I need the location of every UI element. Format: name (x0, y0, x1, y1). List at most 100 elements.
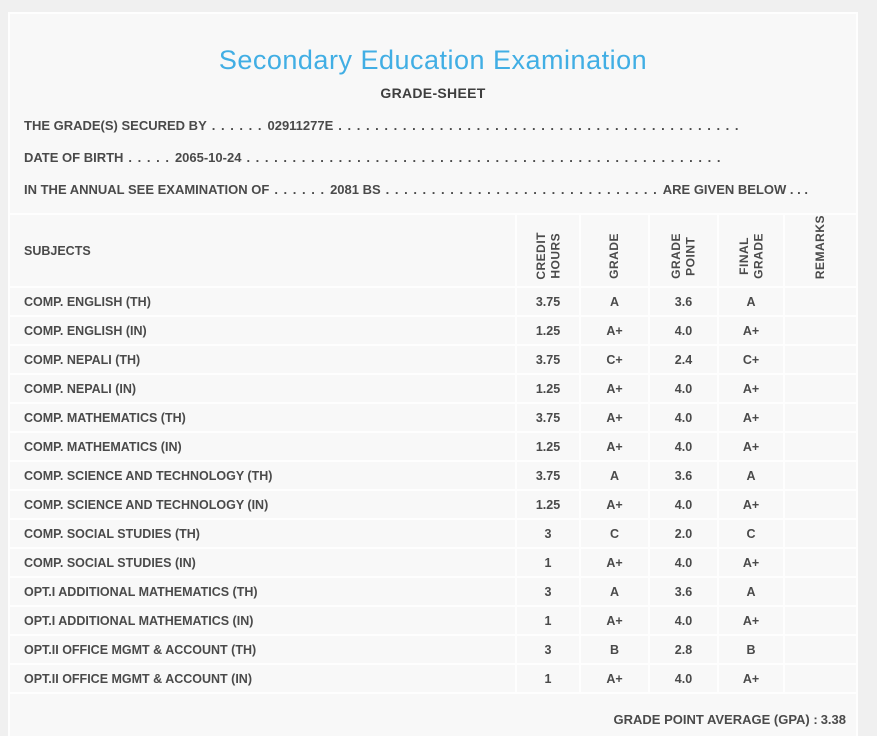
grade-cell: C+ (580, 345, 650, 376)
final-grade-cell: A+ (718, 548, 785, 579)
grade-point-cell: 4.0 (649, 664, 719, 695)
grade-cell: A+ (580, 374, 650, 405)
table-row: COMP. SOCIAL STUDIES (IN) 1 A+ 4.0 A+ (10, 548, 856, 579)
grade-cell: A (580, 461, 650, 492)
column-header-grade-point: GRADE POINT (649, 212, 719, 289)
grade-cell: A (580, 577, 650, 608)
grade-cell: A+ (580, 403, 650, 434)
table-row: COMP. SOCIAL STUDIES (TH) 3 C 2.0 C (10, 519, 856, 550)
remarks-cell (784, 345, 856, 376)
credit-hours-cell: 3.75 (516, 461, 581, 492)
dot-leader: . . . . . . (211, 118, 263, 133)
grade-point-cell: 2.8 (649, 635, 719, 666)
grade-cell: B (580, 635, 650, 666)
credit-hours-cell: 3 (516, 519, 581, 550)
remarks-cell (784, 287, 856, 318)
final-grade-cell: A+ (718, 432, 785, 463)
examination-suffix: ARE GIVEN BELOW . . . (662, 182, 808, 197)
subject-cell: COMP. SCIENCE AND TECHNOLOGY (IN) (10, 490, 517, 521)
grade-point-cell: 4.0 (649, 316, 719, 347)
subject-cell: COMP. NEPALI (TH) (10, 345, 517, 376)
table-row: COMP. MATHEMATICS (TH) 3.75 A+ 4.0 A+ (10, 403, 856, 434)
table-row: COMP. ENGLISH (IN) 1.25 A+ 4.0 A+ (10, 316, 856, 347)
remarks-cell (784, 577, 856, 608)
grade-point-cell: 3.6 (649, 287, 719, 318)
credit-hours-cell: 1 (516, 606, 581, 637)
table-row: COMP. MATHEMATICS (IN) 1.25 A+ 4.0 A+ (10, 432, 856, 463)
dot-leader: . . . . . . (274, 182, 326, 197)
grade-point-cell: 4.0 (649, 490, 719, 521)
page-title: Secondary Education Examination (218, 45, 648, 75)
grade-point-cell: 3.6 (649, 461, 719, 492)
date-of-birth-line: DATE OF BIRTH . . . . . 2065-10-24 . . . . … (24, 149, 846, 167)
gpa-label: GRADE POINT AVERAGE (GPA) : (613, 712, 818, 728)
subject-cell: COMP. SOCIAL STUDIES (TH) (10, 519, 517, 550)
grade-point-cell: 4.0 (649, 548, 719, 579)
table-row: COMP. NEPALI (IN) 1.25 A+ 4.0 A+ (10, 374, 856, 405)
subject-cell: COMP. SCIENCE AND TECHNOLOGY (TH) (10, 461, 517, 492)
subject-cell: OPT.I ADDITIONAL MATHEMATICS (IN) (10, 606, 517, 637)
final-grade-cell: A+ (718, 490, 785, 521)
remarks-cell (784, 548, 856, 579)
table-header-row: SUBJECTS CREDIT HOURS GRADE GRADE POINT … (10, 212, 856, 289)
final-grade-cell: A+ (718, 374, 785, 405)
date-of-birth-value: 2065-10-24 (174, 150, 242, 165)
remarks-cell (784, 461, 856, 492)
subject-cell: OPT.II OFFICE MGMT & ACCOUNT (IN) (10, 664, 517, 695)
date-of-birth-label: DATE OF BIRTH (24, 150, 124, 165)
remarks-cell (784, 635, 856, 666)
grade-point-cell: 3.6 (649, 577, 719, 608)
table-row: OPT.I ADDITIONAL MATHEMATICS (TH) 3 A 3.… (10, 577, 856, 608)
table-row: COMP. ENGLISH (TH) 3.75 A 3.6 A (10, 287, 856, 318)
dot-leader: . . . . . . . . . . . . . . . . . . . . … (385, 182, 658, 197)
subject-cell: COMP. SOCIAL STUDIES (IN) (10, 548, 517, 579)
credit-hours-cell: 3.75 (516, 403, 581, 434)
grade-cell: A+ (580, 548, 650, 579)
grade-point-cell: 4.0 (649, 432, 719, 463)
grade-cell: A+ (580, 606, 650, 637)
subject-cell: COMP. MATHEMATICS (IN) (10, 432, 517, 463)
grade-point-cell: 4.0 (649, 374, 719, 405)
grade-cell: A (580, 287, 650, 318)
subject-cell: OPT.I ADDITIONAL MATHEMATICS (TH) (10, 577, 517, 608)
subject-cell: COMP. ENGLISH (IN) (10, 316, 517, 347)
final-grade-cell: A+ (718, 403, 785, 434)
credit-hours-cell: 3.75 (516, 345, 581, 376)
dot-leader: . . . . . (128, 150, 170, 165)
remarks-cell (784, 519, 856, 550)
column-header-grade: GRADE (580, 212, 650, 289)
column-header-final-grade: FINAL GRADE (718, 212, 785, 289)
dot-leader: . . . . . . . . . . . . . . . . . . . . … (338, 118, 740, 133)
final-grade-cell: A (718, 577, 785, 608)
final-grade-cell: C+ (718, 345, 785, 376)
subject-cell: COMP. NEPALI (IN) (10, 374, 517, 405)
subject-cell: COMP. MATHEMATICS (TH) (10, 403, 517, 434)
table-row: OPT.II OFFICE MGMT & ACCOUNT (TH) 3 B 2.… (10, 635, 856, 666)
dot-leader: . . . . . . . . . . . . . . . . . . . . … (246, 150, 722, 165)
grade-sheet-card: Secondary Education Examination GRADE-SH… (8, 12, 858, 736)
credit-hours-cell: 3 (516, 635, 581, 666)
table-row: COMP. SCIENCE AND TECHNOLOGY (TH) 3.75 A… (10, 461, 856, 492)
credit-hours-cell: 1.25 (516, 490, 581, 521)
final-grade-cell: A+ (718, 316, 785, 347)
grade-point-cell: 4.0 (649, 403, 719, 434)
credit-hours-cell: 1.25 (516, 432, 581, 463)
table-row: COMP. NEPALI (TH) 3.75 C+ 2.4 C+ (10, 345, 856, 376)
credit-hours-cell: 3 (516, 577, 581, 608)
grade-cell: A+ (580, 316, 650, 347)
gpa-line: GRADE POINT AVERAGE (GPA) :3.38 (10, 694, 856, 727)
subject-cell: OPT.II OFFICE MGMT & ACCOUNT (TH) (10, 635, 517, 666)
remarks-cell (784, 490, 856, 521)
subject-cell: COMP. ENGLISH (TH) (10, 287, 517, 318)
grade-cell: A+ (580, 490, 650, 521)
final-grade-cell: B (718, 635, 785, 666)
column-header-credit-hours: CREDIT HOURS (516, 212, 581, 289)
remarks-cell (784, 374, 856, 405)
examination-year-value: 2081 BS (330, 182, 381, 197)
remarks-cell (784, 664, 856, 695)
credit-hours-cell: 1.25 (516, 316, 581, 347)
credit-hours-cell: 1 (516, 548, 581, 579)
table-row: OPT.II OFFICE MGMT & ACCOUNT (IN) 1 A+ 4… (10, 664, 856, 695)
final-grade-cell: A+ (718, 664, 785, 695)
symbol-number-value: 02911277E (267, 118, 334, 133)
